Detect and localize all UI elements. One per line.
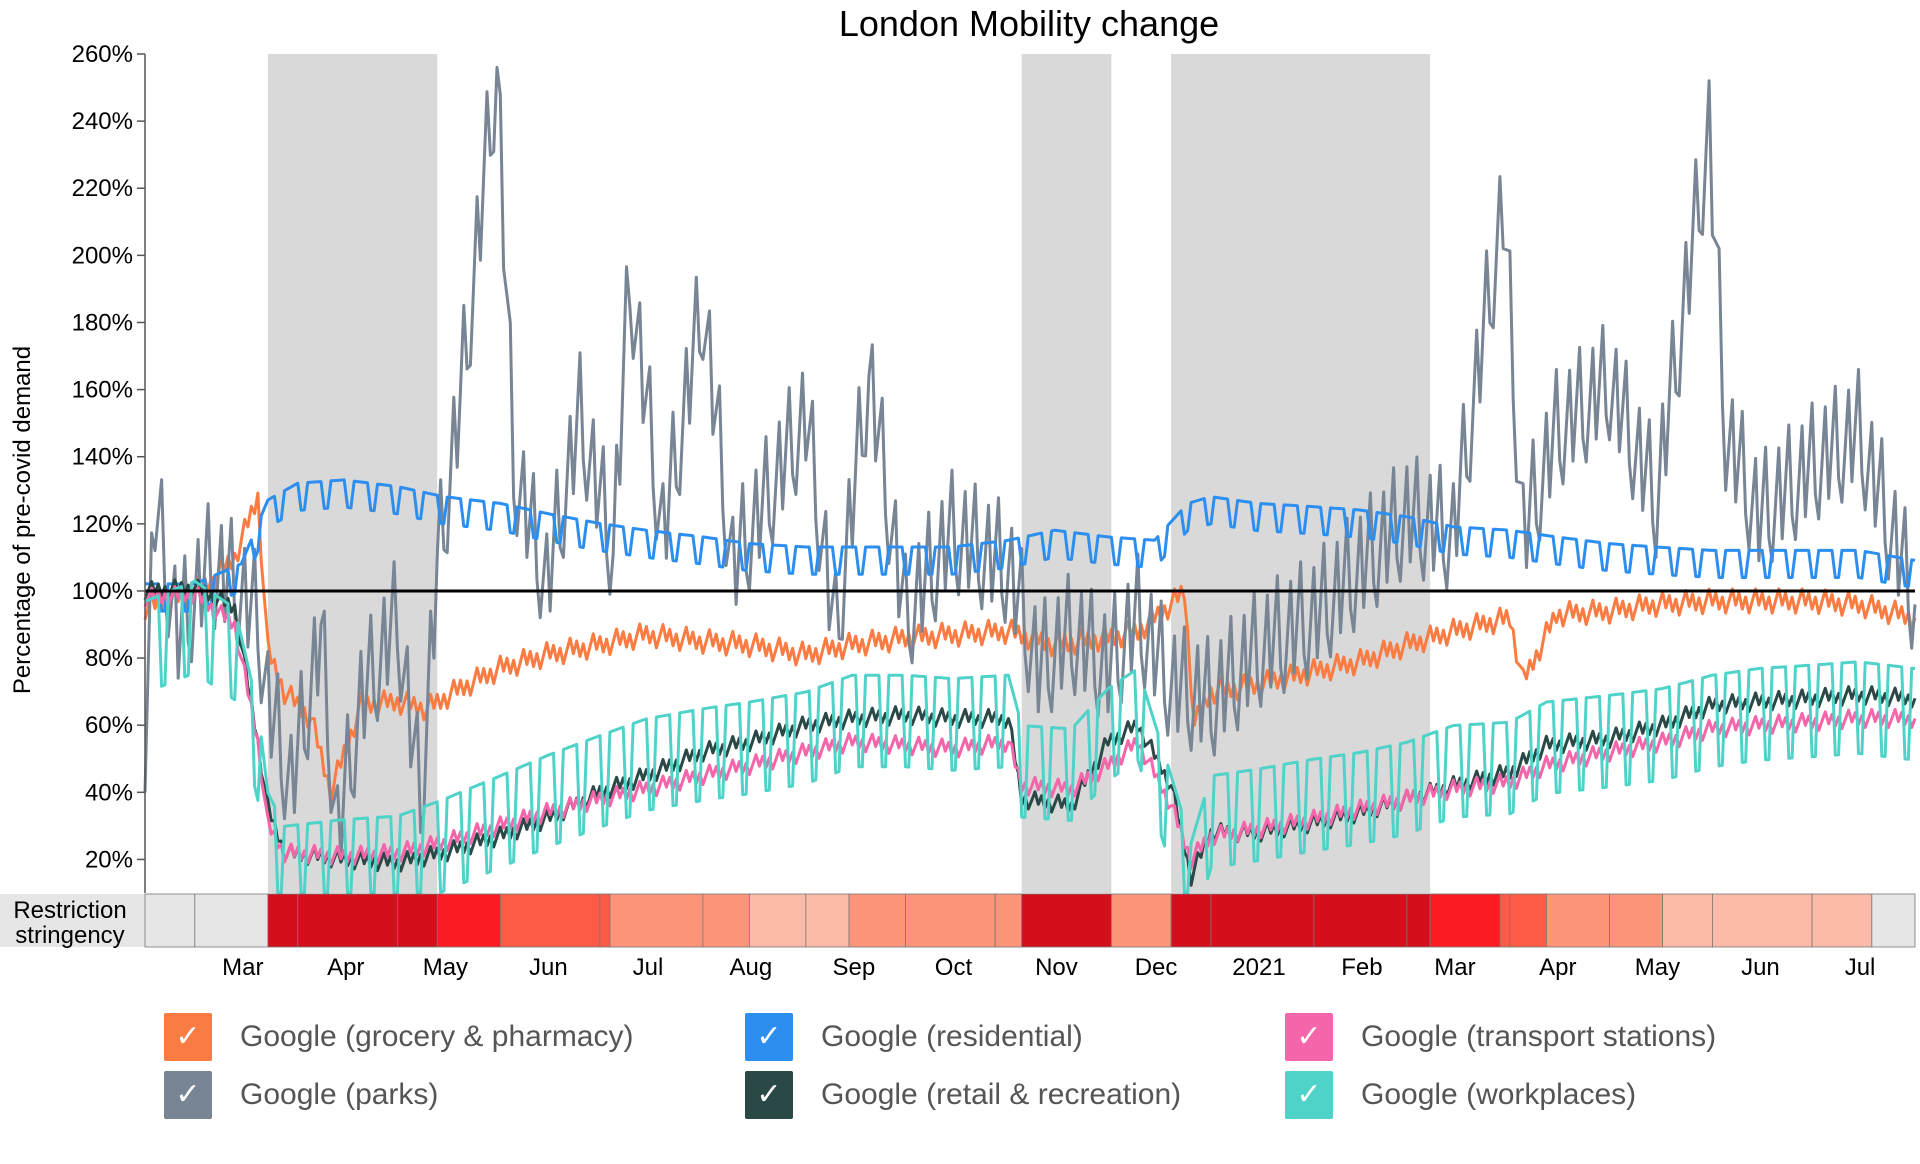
- y-tick-label: 260%: [72, 41, 133, 68]
- stringency-band: [748, 893, 807, 948]
- stringency-band: [267, 893, 299, 948]
- legend-item-workplaces[interactable]: ✓ Google (workplaces): [1285, 1071, 1636, 1119]
- checkbox-icon[interactable]: ✓: [1285, 1013, 1333, 1061]
- stringency-band: [1662, 893, 1713, 948]
- stringency-label: Restriction: [13, 897, 126, 924]
- stringency-band: [1313, 893, 1408, 948]
- x-tick-label: May: [1635, 954, 1680, 980]
- x-tick-label: Jul: [1845, 954, 1876, 980]
- x-tick-label: Jun: [1741, 954, 1780, 980]
- legend-label: Google (transport stations): [1361, 1020, 1717, 1053]
- stringency-band: [1509, 893, 1547, 948]
- x-tick-label: Sep: [832, 954, 875, 980]
- stringency-band: [702, 893, 750, 948]
- stringency-band: [1811, 893, 1873, 948]
- checkbox-icon[interactable]: ✓: [164, 1071, 212, 1119]
- x-tick-label: Mar: [1434, 954, 1475, 980]
- series-line: [143, 491, 1917, 806]
- legend-label: Google (parks): [240, 1078, 439, 1111]
- series-line: [144, 579, 1916, 895]
- legend-item-parks[interactable]: ✓ Google (parks): [164, 1071, 438, 1119]
- y-tick-label: 140%: [72, 444, 133, 471]
- legend-item-retail[interactable]: ✓ Google (retail & recreation): [745, 1071, 1181, 1119]
- x-tick-label: Oct: [935, 954, 973, 980]
- x-tick-label: Apr: [327, 954, 364, 980]
- stringency-band: [194, 893, 269, 948]
- legend-item-residential[interactable]: ✓ Google (residential): [745, 1013, 1083, 1061]
- y-tick-label: 60%: [85, 712, 133, 739]
- y-tick-label: 240%: [72, 108, 133, 135]
- stringency-band: [1545, 893, 1610, 948]
- x-tick-label: 2021: [1232, 954, 1285, 980]
- lockdown-periods: [267, 54, 1431, 893]
- y-tick-label: 40%: [85, 779, 133, 806]
- stringency-band: [144, 893, 196, 948]
- stringency-band: [297, 893, 398, 948]
- y-tick-label: 220%: [72, 175, 133, 202]
- checkbox-icon[interactable]: ✓: [1285, 1071, 1333, 1119]
- legend-label: Google (workplaces): [1361, 1078, 1637, 1111]
- y-tick-label: 180%: [72, 309, 133, 336]
- x-axis: Mar Apr May Jun Jul Aug Sep Oct Nov Dec 2021 Feb Mar…: [222, 954, 1876, 981]
- y-axis: 20% 40% 60% 80% 100% 120% 140% 160% 180% 200% 220%…: [72, 41, 146, 893]
- y-tick-label: 80%: [85, 645, 133, 672]
- checkbox-icon[interactable]: ✓: [745, 1013, 793, 1061]
- y-tick-label: 20%: [85, 846, 133, 873]
- stringency-band: [499, 893, 601, 948]
- legend-label: Google (grocery & pharmacy): [240, 1020, 634, 1053]
- legend-label: Google (retail & recreation): [821, 1078, 1182, 1111]
- mobility-chart: London Mobility change Percentage of pre…: [0, 3, 1917, 981]
- stringency-band: [905, 893, 996, 948]
- chart-title: London Mobility change: [839, 3, 1219, 44]
- stringency-band: [1609, 893, 1664, 948]
- stringency-band: [1871, 893, 1916, 948]
- stringency-band: [609, 893, 704, 948]
- stringency-band: [436, 893, 501, 948]
- stringency-label-bg: [0, 894, 145, 947]
- stringency-band: [1021, 893, 1112, 948]
- x-tick-label: Feb: [1341, 954, 1382, 980]
- legend-item-grocery[interactable]: ✓ Google (grocery & pharmacy): [164, 1013, 634, 1061]
- x-tick-label: Aug: [730, 954, 773, 980]
- stringency-label: stringency: [15, 922, 124, 949]
- stringency-band: [396, 893, 438, 948]
- series-line: [143, 65, 1917, 862]
- x-tick-label: Nov: [1035, 954, 1078, 980]
- stringency-band: [1110, 893, 1172, 948]
- x-tick-label: Jul: [633, 954, 664, 980]
- legend-label: Google (residential): [821, 1020, 1083, 1053]
- stringency-band: [1429, 893, 1501, 948]
- stringency-band: [1170, 893, 1212, 948]
- stringency-band: [599, 893, 611, 948]
- stringency-band: [1210, 893, 1315, 948]
- checkbox-icon[interactable]: ✓: [745, 1071, 793, 1119]
- stringency-band: [1499, 893, 1511, 948]
- x-tick-label: Mar: [222, 954, 263, 980]
- y-tick-label: 120%: [72, 511, 133, 538]
- chart-svg: London Mobility change Percentage of pre…: [0, 3, 1917, 981]
- series-lines: [143, 65, 1917, 895]
- legend-item-transport[interactable]: ✓ Google (transport stations): [1285, 1013, 1716, 1061]
- y-tick-label: 100%: [72, 578, 133, 605]
- checkbox-icon[interactable]: ✓: [164, 1013, 212, 1061]
- y-tick-label: 160%: [72, 377, 133, 404]
- x-tick-label: Dec: [1135, 954, 1178, 980]
- x-tick-label: Jun: [529, 954, 568, 980]
- stringency-band: [805, 893, 850, 948]
- y-axis-label: Percentage of pre-covid demand: [9, 346, 36, 694]
- stringency-band: [848, 893, 906, 948]
- x-tick-label: May: [423, 954, 468, 980]
- stringency-band: [994, 893, 1023, 948]
- series-line: [145, 478, 1916, 613]
- y-tick-label: 200%: [72, 242, 133, 269]
- x-tick-label: Apr: [1539, 954, 1576, 980]
- stringency-band: [1406, 893, 1431, 948]
- stringency-band: [1712, 893, 1813, 948]
